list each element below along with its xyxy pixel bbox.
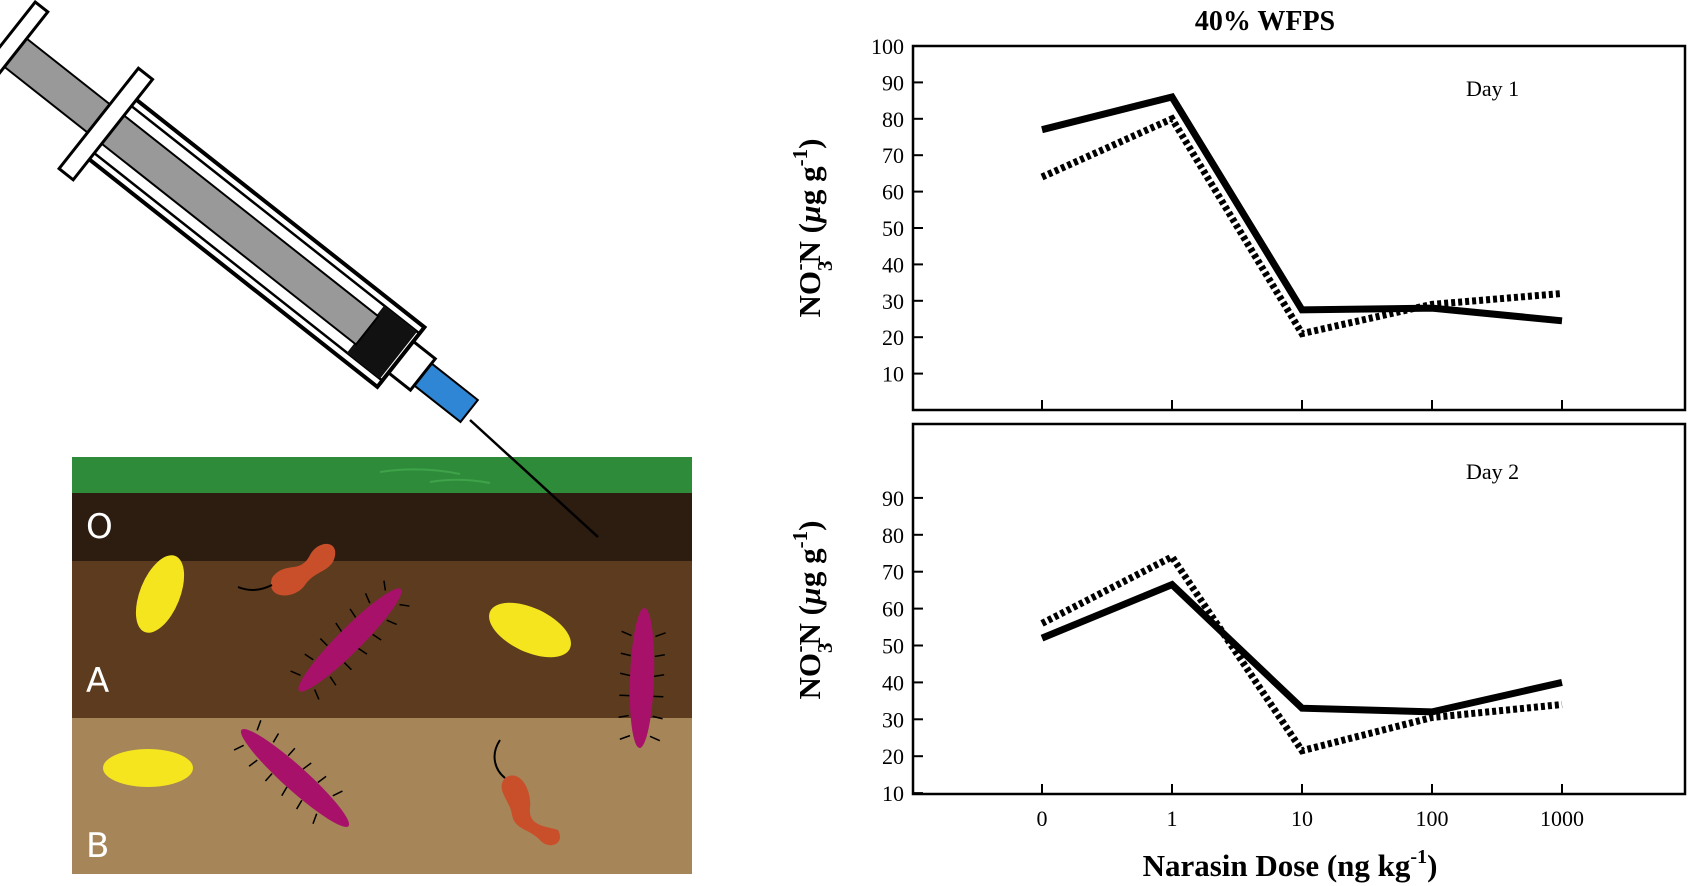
series-line-solid — [1041, 92, 1563, 325]
soil-layer-o — [72, 493, 692, 561]
syringe-plunger-tip — [346, 305, 418, 379]
soil-illustration: O A B — [0, 0, 692, 874]
y-tick-label: 70 — [882, 143, 904, 168]
panel-day2-series — [1040, 552, 1563, 755]
panel-day2-y-axis-label: NO3-N (µg g-1) — [787, 521, 837, 700]
x-tick-label: 1 — [1167, 806, 1178, 831]
x-tick-label: 10 — [1291, 806, 1313, 831]
y-tick-label: 30 — [882, 289, 904, 314]
y-tick-label: 40 — [882, 252, 904, 277]
syringe-plunger-rod — [0, 34, 380, 346]
y-tick-label: 80 — [882, 523, 904, 548]
y-tick-label: 20 — [882, 325, 904, 350]
series-line-dotted — [1040, 552, 1563, 755]
x-tick-labels: 0 1 10 100 1000 — [1037, 806, 1585, 831]
panel-day1-annotation: Day 1 — [1466, 76, 1519, 101]
bacteria — [233, 580, 666, 827]
y-tick-label: 50 — [882, 216, 904, 241]
y-tick-label: 70 — [882, 560, 904, 585]
panel-day2-y-axis: 10 20 30 40 50 60 70 80 90 — [882, 486, 923, 806]
panel-day2-annotation: Day 2 — [1466, 459, 1519, 484]
series-line-dotted — [1040, 114, 1563, 338]
y-tick-label: 100 — [871, 34, 904, 59]
worm — [270, 543, 336, 596]
layer-label-o: O — [86, 507, 113, 547]
y-tick-label: 10 — [882, 362, 904, 387]
bacterium — [240, 729, 350, 827]
y-tick-label: 30 — [882, 707, 904, 732]
yeast-cell — [103, 749, 193, 787]
x-tick-label: 1000 — [1540, 806, 1584, 831]
y-tick-label: 90 — [882, 486, 904, 511]
syringe-thumb-rest — [0, 0, 50, 96]
x-tick-label: 100 — [1416, 806, 1449, 831]
x-axis-label-sup: -1 — [1410, 846, 1427, 868]
x-axis-label: Narasin Dose (ng kg-1) — [1143, 846, 1438, 883]
layer-label-b: B — [86, 826, 109, 866]
y-tick-label: 10 — [882, 781, 904, 806]
layer-label-a: A — [86, 661, 109, 701]
panel-day2-x-ticks — [1041, 784, 1563, 794]
panel-day1-x-ticks — [1041, 400, 1563, 410]
panel-day1-y-axis: 10 20 30 40 50 60 70 80 90 100 — [871, 34, 923, 387]
bacterium — [629, 608, 655, 748]
yeast-cells — [103, 555, 571, 787]
panel-day2-frame — [911, 422, 1687, 796]
x-tick-label: 0 — [1037, 806, 1048, 831]
y-tick-label: 60 — [882, 180, 904, 205]
soil-layer-b — [72, 718, 692, 874]
worm — [501, 775, 561, 846]
panel-day1-y-axis-label: NO3-N (µg g-1) — [787, 139, 837, 318]
x-axis-label-end: ) — [1427, 848, 1437, 883]
panel-day1-series — [1040, 92, 1563, 338]
yeast-cell — [135, 555, 185, 633]
syringe-finger-flange — [56, 66, 155, 182]
y-tick-label: 50 — [882, 634, 904, 659]
y-tick-label: 80 — [882, 107, 904, 132]
series-line-solid — [1040, 580, 1563, 716]
syringe-icon — [0, 0, 599, 538]
panel-day1-frame — [911, 44, 1687, 412]
yeast-cell — [489, 602, 571, 658]
chart-title: 40% WFPS — [1195, 6, 1335, 37]
y-tick-label: 60 — [882, 597, 904, 622]
y-tick-label: 40 — [882, 670, 904, 695]
y-tick-label: 20 — [882, 744, 904, 769]
x-axis-label-main: Narasin Dose (ng kg — [1143, 848, 1411, 883]
worms — [237, 543, 561, 846]
grass-layer — [72, 457, 692, 493]
y-tick-label: 90 — [882, 70, 904, 95]
bacterium — [298, 588, 402, 692]
